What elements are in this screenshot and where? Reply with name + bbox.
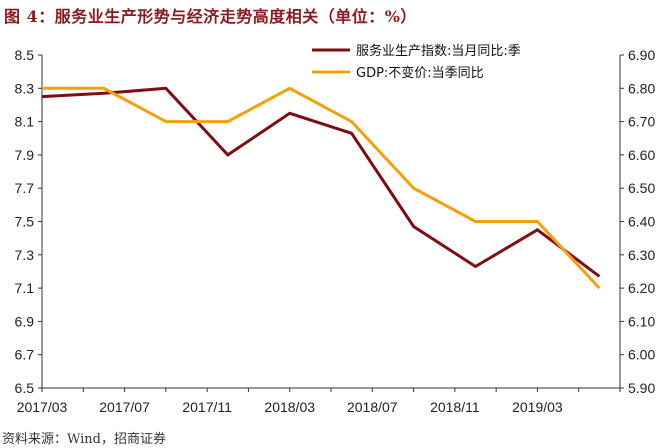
left-tick-label: 7.9 — [15, 147, 35, 163]
left-tick-label: 7.1 — [15, 280, 35, 296]
left-tick-label: 8.1 — [15, 114, 35, 130]
left-tick-label: 7.7 — [15, 180, 35, 196]
right-tick-label: 6.00 — [628, 347, 655, 363]
right-tick-label: 6.60 — [628, 147, 655, 163]
right-tick-label: 6.30 — [628, 247, 655, 263]
left-tick-label: 8.5 — [15, 47, 35, 63]
x-tick-label: 2017/11 — [182, 399, 232, 415]
right-tick-label: 5.90 — [628, 380, 655, 396]
x-tick-label: 2017/07 — [99, 399, 150, 415]
right-tick-label: 6.10 — [628, 313, 655, 329]
left-y-axis: 6.5 6.7 6.9 7.1 7.3 7.5 7.7 7.9 8.1 8.3 8.5 — [15, 47, 43, 396]
x-tick-label: 2018/03 — [264, 399, 315, 415]
right-tick-label: 6.20 — [628, 280, 655, 296]
chart: 6.5 6.7 6.9 7.1 7.3 7.5 7.7 7.9 8.1 8.3 8.5 5.90 6.… — [15, 43, 656, 415]
legend: 服务业生产指数:当月同比:季 GDP:不变价:当季同比 — [312, 43, 521, 81]
right-tick-label: 6.80 — [628, 80, 655, 96]
right-tick-label: 6.70 — [628, 114, 655, 130]
left-tick-label: 7.5 — [15, 214, 35, 230]
left-tick-label: 6.9 — [15, 313, 35, 329]
x-tick-label: 2017/03 — [17, 399, 68, 415]
series-line-1 — [41, 86, 601, 278]
source-note: 资料来源：Wind，招商证券 — [2, 432, 166, 447]
right-y-axis: 5.90 6.00 6.10 6.20 6.30 6.40 6.50 6.60 6.70 6.80… — [619, 47, 655, 396]
legend-label-2: GDP:不变价:当季同比 — [356, 65, 484, 81]
right-tick-label: 6.90 — [628, 47, 655, 63]
left-tick-label: 7.3 — [15, 247, 35, 263]
figure-title: 图 4：服务业生产形势与经济走势高度相关（单位：%） — [4, 7, 417, 26]
right-tick-label: 6.40 — [628, 214, 655, 230]
x-tick-label: 2018/11 — [430, 399, 480, 415]
left-tick-label: 6.7 — [15, 347, 35, 363]
series-line-2 — [42, 86, 601, 290]
right-tick-label: 6.50 — [628, 180, 655, 196]
legend-label-1: 服务业生产指数:当月同比:季 — [356, 43, 521, 59]
left-tick-label: 6.5 — [15, 380, 35, 396]
series-lines — [41, 86, 601, 290]
x-tick-label: 2018/07 — [347, 399, 398, 415]
x-axis: 2017/03 2017/07 2017/11 2018/03 2018/07 2018/… — [17, 387, 621, 415]
left-tick-label: 8.3 — [15, 80, 35, 96]
x-tick-label: 2019/03 — [512, 399, 563, 415]
